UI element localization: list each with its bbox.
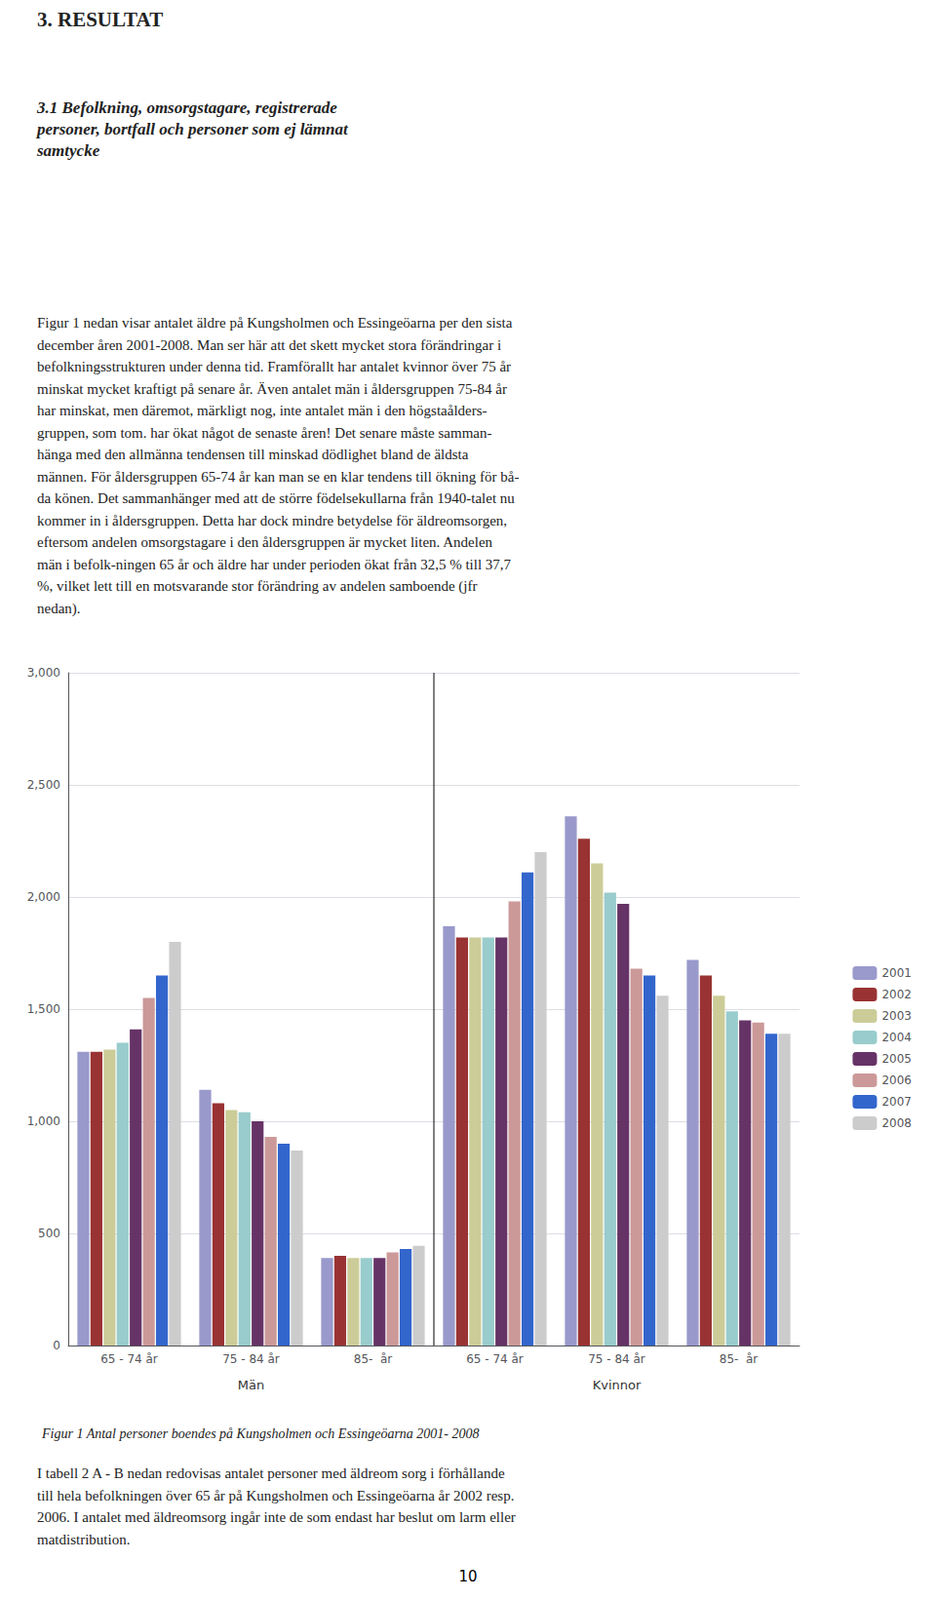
svg-text:65 - 74 år: 65 - 74 år: [466, 1352, 524, 1366]
svg-text:500: 500: [38, 1226, 61, 1241]
svg-text:1,000: 1,000: [27, 1114, 61, 1129]
svg-text:Figur 1 Antal personer boendes: Figur 1 Antal personer boendes på Kungsh…: [40, 1426, 480, 1442]
svg-text:2002: 2002: [881, 987, 912, 1002]
html-text:3.1 Befolkning, omsorgstagare,: 3.1 Befolkning, omsorgstagare, registrer…: [37, 98, 348, 161]
svg-text:2001: 2001: [881, 966, 912, 980]
html-text:10: 10: [458, 1567, 478, 1586]
svg-text:Kvinnor: Kvinnor: [592, 1377, 642, 1393]
svg-text:2003: 2003: [881, 1009, 912, 1023]
svg-text:Män: Män: [237, 1377, 265, 1393]
html-text:I tabell 2 A - B nedan redovis: I tabell 2 A - B nedan redovisas antalet…: [37, 1465, 516, 1547]
svg-text:1,500: 1,500: [27, 1002, 61, 1016]
svg-text:2,500: 2,500: [27, 778, 61, 792]
svg-text:85- år: 85- år: [719, 1352, 759, 1366]
svg-text:2007: 2007: [881, 1094, 912, 1109]
svg-text:75 - 84 år: 75 - 84 år: [587, 1352, 646, 1366]
svg-text:65 - 74 år: 65 - 74 år: [100, 1352, 158, 1366]
svg-text:85- år: 85- år: [353, 1352, 393, 1366]
svg-text:3,000: 3,000: [27, 665, 61, 680]
svg-text:2008: 2008: [881, 1116, 912, 1131]
html-text:Figur 1 nedan visar antalet äl: Figur 1 nedan visar antalet äldre på Kun…: [37, 314, 520, 616]
svg-text:0: 0: [52, 1338, 61, 1353]
html-text:3. RESULTAT: 3. RESULTAT: [37, 7, 164, 32]
svg-text:2005: 2005: [881, 1052, 912, 1066]
svg-text:2,000: 2,000: [27, 890, 61, 904]
svg-text:2006: 2006: [881, 1073, 912, 1088]
svg-text:2004: 2004: [881, 1030, 912, 1045]
svg-text:75 - 84 år: 75 - 84 år: [222, 1352, 280, 1366]
